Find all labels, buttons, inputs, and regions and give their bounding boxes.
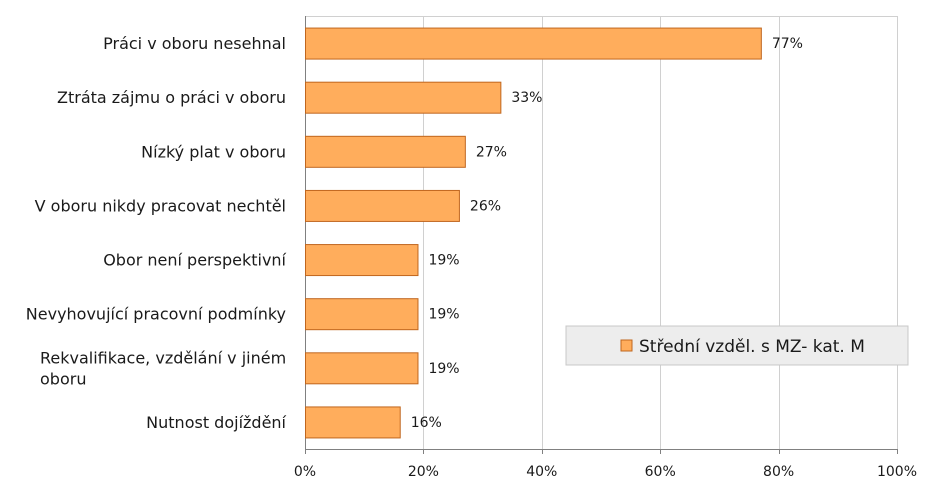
bar <box>305 81 502 114</box>
gridlines <box>305 16 898 450</box>
data-labels: 77% 33% 27% 26% 19% 19% 19% 16% <box>411 36 803 431</box>
category-label: Ztráta zájmu o práci v oboru <box>57 88 286 107</box>
category-label: Obor není perspektivní <box>103 251 286 270</box>
x-tick-label: 100% <box>877 464 917 480</box>
data-label: 19% <box>428 361 459 377</box>
category-label: Nutnost dojíždění <box>146 413 286 432</box>
bar <box>305 27 762 60</box>
legend-swatch <box>620 339 633 352</box>
data-label: 33% <box>511 90 542 106</box>
x-tick-label: 60% <box>645 464 676 480</box>
data-label: 27% <box>476 144 507 160</box>
category-label: V oboru nikdy pracovat nechtěl <box>35 196 286 215</box>
x-axis-ticks: 0% 20% 40% 60% 80% 100% <box>294 449 917 480</box>
bar <box>305 352 419 385</box>
category-labels: Práci v oboru nesehnal Ztráta zájmu o prá… <box>26 34 287 432</box>
bar <box>305 135 466 168</box>
x-tick-label: 0% <box>294 464 316 480</box>
bar <box>305 189 460 222</box>
bars <box>305 27 762 439</box>
data-label: 26% <box>470 198 501 214</box>
data-label: 16% <box>411 415 442 431</box>
x-tick-label: 80% <box>763 464 794 480</box>
category-label: Nevyhovující pracovní podmínky <box>26 305 286 324</box>
bar <box>305 406 401 439</box>
legend: Střední vzděl. s MZ- kat. M <box>565 325 909 366</box>
category-label: Nízký plat v oboru <box>141 142 286 161</box>
data-label: 77% <box>772 36 803 52</box>
x-tick-label: 40% <box>526 464 557 480</box>
data-label: 19% <box>428 307 459 323</box>
x-tick-label: 20% <box>408 464 439 480</box>
category-label: Práci v oboru nesehnal <box>103 34 286 53</box>
data-label: 19% <box>428 253 459 269</box>
bar <box>305 244 419 277</box>
bar <box>305 298 419 331</box>
category-label: Rekvalifikace, vzdělání v jiném oboru <box>40 348 286 388</box>
legend-label: Střední vzděl. s MZ- kat. M <box>639 337 865 357</box>
